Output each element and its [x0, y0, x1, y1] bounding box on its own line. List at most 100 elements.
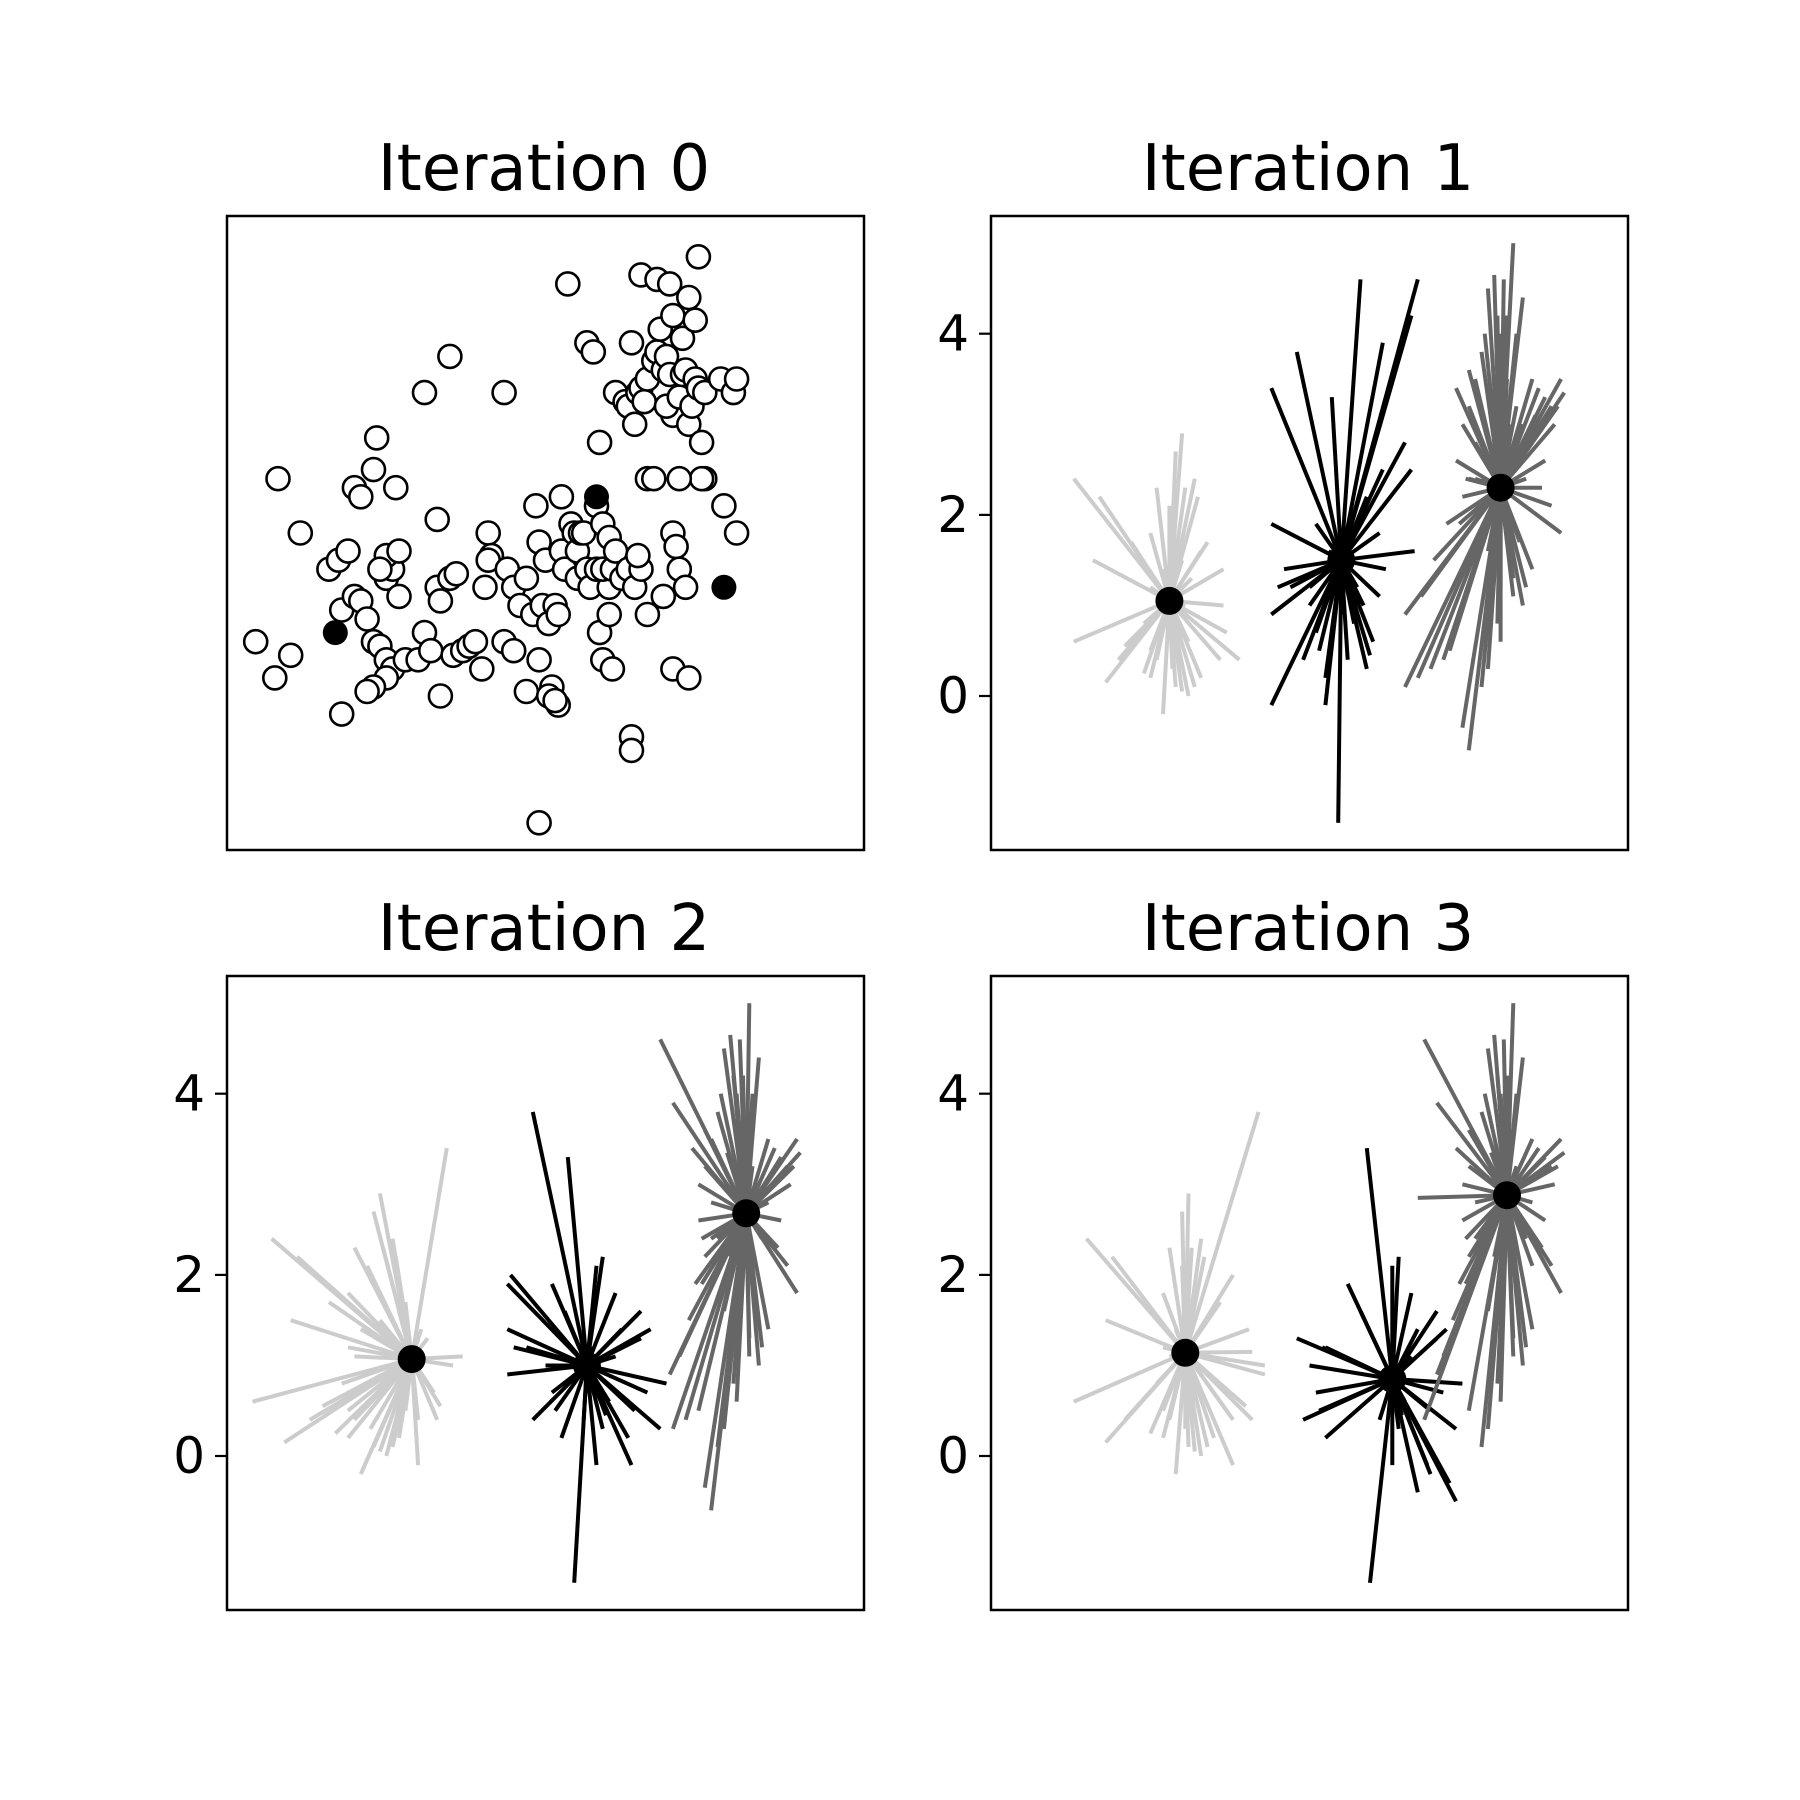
- assignment-line: [1417, 1193, 1508, 1200]
- assignment-line: [1419, 486, 1503, 598]
- centroid: [584, 484, 609, 510]
- assignment-line: [1339, 342, 1385, 561]
- data-point: [675, 665, 702, 691]
- assignment-line: [346, 1357, 414, 1440]
- assignment-line: [718, 1093, 749, 1214]
- data-point: [277, 642, 304, 669]
- y-tick-label: 0: [937, 667, 969, 725]
- data-point: [723, 366, 750, 392]
- plot-frame: [225, 974, 866, 1612]
- data-point: [500, 637, 527, 664]
- data-point: [424, 506, 451, 533]
- data-point: [367, 556, 393, 583]
- data-point: [526, 646, 552, 673]
- panel-title: Iteration 1: [1142, 132, 1475, 206]
- assignment-line: [1161, 1352, 1188, 1439]
- data-point: [548, 483, 575, 510]
- y-tick-label: 2: [937, 486, 969, 544]
- centroid: [572, 1351, 601, 1380]
- centroid: [1486, 473, 1515, 502]
- assignment-line: [251, 1357, 413, 1404]
- assignment-line: [1435, 1101, 1509, 1197]
- assignment-line: [1339, 441, 1407, 562]
- data-point: [586, 429, 613, 456]
- panel-marks: [1072, 1003, 1566, 1584]
- data-point: [462, 628, 489, 655]
- data-point: [675, 284, 702, 311]
- data-point: [526, 809, 552, 836]
- data-point: [411, 379, 438, 406]
- y-axis-ticks: 0 2 4: [937, 1065, 991, 1485]
- data-point: [688, 465, 715, 492]
- assignment-line: [658, 1038, 748, 1215]
- assignment-line: [530, 1111, 589, 1366]
- assignment-line: [1336, 560, 1344, 823]
- assignment-line: [409, 1147, 449, 1360]
- centroid: [1493, 1181, 1521, 1210]
- plot-frame: [989, 974, 1630, 1612]
- data-point: [437, 343, 463, 370]
- y-axis-ticks: 0 2 4: [937, 305, 991, 725]
- centroid: [1327, 546, 1356, 575]
- data-point: [386, 583, 412, 610]
- assignment-line: [1269, 559, 1344, 706]
- y-tick-label: 0: [937, 1427, 969, 1485]
- data-point: [363, 425, 390, 451]
- data-point: [599, 656, 626, 682]
- centroid: [397, 1345, 426, 1374]
- data-point: [427, 588, 454, 614]
- data-point: [523, 492, 549, 519]
- data-point: [382, 474, 409, 501]
- assignment-line: [1183, 1111, 1261, 1354]
- assignment-line: [1324, 1377, 1394, 1440]
- assignment-line: [1498, 487, 1516, 597]
- data-point: [621, 411, 648, 438]
- data-point: [596, 601, 623, 628]
- assignment-line: [1364, 1147, 1395, 1380]
- assignment-line: [1167, 1247, 1188, 1354]
- data-point: [656, 271, 683, 297]
- panel-marks: [242, 243, 750, 836]
- assignment-line: [1104, 1318, 1187, 1355]
- data-point: [691, 379, 718, 406]
- assignment-line: [1269, 387, 1344, 561]
- assignment-line: [1329, 396, 1344, 561]
- data-point: [472, 574, 498, 601]
- data-point: [354, 606, 380, 632]
- data-point: [335, 538, 361, 564]
- panel-iteration-2: Iteration 2 0 2 4: [173, 892, 866, 1612]
- data-point: [663, 533, 689, 560]
- data-point: [650, 583, 677, 610]
- panel-title: Iteration 0: [378, 132, 711, 206]
- data-point: [711, 492, 737, 519]
- assignment-line: [1183, 1352, 1235, 1466]
- data-point: [634, 601, 661, 628]
- assignment-line: [734, 1213, 749, 1402]
- assignment-line: [321, 1357, 413, 1408]
- y-tick-label: 4: [937, 305, 969, 363]
- assignment-line: [584, 1365, 599, 1466]
- assignment-line: [1323, 559, 1344, 706]
- assignment-line: [1498, 378, 1535, 489]
- y-tick-label: 2: [937, 1246, 969, 1304]
- assignment-line: [508, 1273, 589, 1367]
- assignment-line: [1390, 1378, 1458, 1503]
- data-point: [261, 665, 288, 691]
- data-point: [723, 520, 750, 546]
- data-point: [475, 520, 502, 546]
- data-point: [287, 520, 314, 546]
- assignment-line: [1183, 1273, 1235, 1354]
- assignment-line: [1390, 1378, 1420, 1493]
- assignment-line: [1339, 468, 1413, 562]
- assignment-line: [1498, 315, 1509, 488]
- centroid: [1155, 586, 1184, 615]
- data-point: [640, 465, 667, 492]
- data-point: [625, 542, 651, 569]
- data-point: [672, 574, 699, 601]
- data-point: [513, 565, 540, 592]
- assignment-line: [671, 1101, 748, 1215]
- y-tick-label: 0: [173, 1427, 205, 1485]
- data-point: [491, 379, 517, 406]
